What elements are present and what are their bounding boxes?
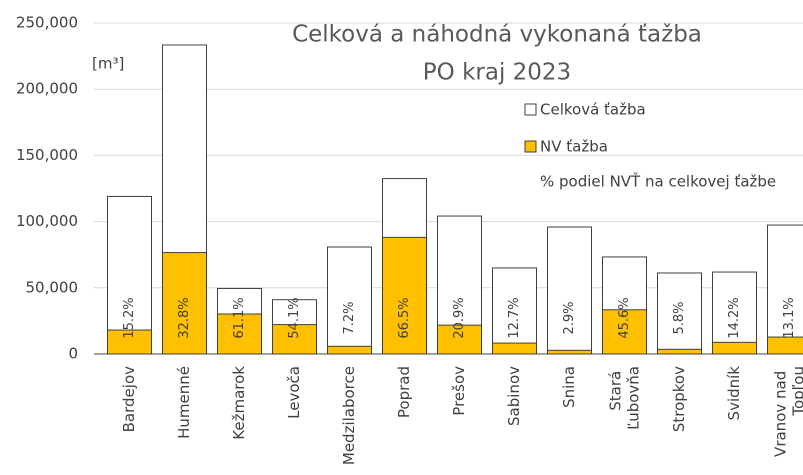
y-tick-label: 50,000 — [26, 278, 79, 296]
x-tick-label: Stropkov — [670, 366, 688, 432]
legend-label: Celková ťažba — [540, 101, 646, 119]
legend-label: % podiel NVŤ na celkovej ťažbe — [540, 172, 776, 191]
bar — [602, 309, 647, 355]
bar — [107, 195, 152, 355]
x-tick-line: Topľou — [789, 366, 803, 417]
chart-title: PO kraj 2023 — [423, 60, 571, 86]
x-tick-label: Vranov nad Topľou — [771, 366, 803, 457]
y-tick-label: 250,000 — [16, 14, 78, 32]
data-label: 5.8% — [672, 301, 687, 334]
chart-title: Celková a náhodná vykonaná ťažba — [292, 22, 702, 48]
data-label: 32.8% — [177, 297, 192, 338]
bar — [162, 252, 207, 355]
y-tick-label: 0 — [68, 345, 78, 363]
bar — [437, 324, 482, 355]
data-label: 54.1% — [287, 297, 302, 338]
bar — [327, 246, 372, 355]
y-unit: [m³] — [92, 55, 124, 73]
data-label: 20.9% — [452, 297, 467, 338]
data-label: 14.2% — [727, 297, 742, 338]
y-tick-label: 100,000 — [16, 212, 78, 230]
legend-swatch — [524, 140, 537, 153]
x-tick-label: Stará Ľubovňa — [606, 366, 642, 430]
y-tick-label: 200,000 — [16, 80, 78, 98]
x-tick-line: Ľubovňa — [624, 366, 642, 430]
legend-swatch — [524, 103, 537, 116]
x-tick-label: Kežmarok — [230, 366, 248, 440]
data-label: 61.1% — [232, 297, 247, 338]
x-tick-label: Medzilaborce — [340, 366, 358, 465]
legend-label: NV ťažba — [540, 138, 608, 156]
x-tick-line: Stará — [606, 366, 624, 411]
x-tick-label: Levoča — [285, 366, 303, 419]
data-label: 7.2% — [342, 301, 357, 334]
x-tick-label: Sabinov — [505, 366, 523, 426]
x-tick-label: Snina — [560, 366, 578, 408]
bar — [657, 272, 702, 355]
bar — [657, 348, 702, 355]
bar — [547, 349, 592, 355]
x-tick-label: Prešov — [450, 366, 468, 416]
bar — [327, 345, 372, 355]
x-tick-label: Svidník — [725, 366, 743, 421]
bar — [492, 267, 537, 355]
bar — [767, 224, 803, 355]
data-label: 15.2% — [122, 297, 137, 338]
bar — [712, 271, 757, 355]
data-label: 2.9% — [562, 301, 577, 334]
data-label: 13.1% — [782, 297, 797, 338]
bar — [492, 342, 537, 355]
data-label: 66.5% — [397, 297, 412, 338]
y-tick-label: 150,000 — [16, 146, 78, 164]
x-tick-label: Bardejov — [120, 366, 138, 432]
data-label: 45.6% — [617, 297, 632, 338]
x-tick-label: Poprad — [395, 366, 413, 418]
bar — [712, 341, 757, 355]
x-tick-label: Humenné — [175, 366, 193, 439]
data-label: 12.7% — [507, 297, 522, 338]
x-tick-line: Vranov nad — [771, 366, 789, 457]
bar — [547, 226, 592, 355]
